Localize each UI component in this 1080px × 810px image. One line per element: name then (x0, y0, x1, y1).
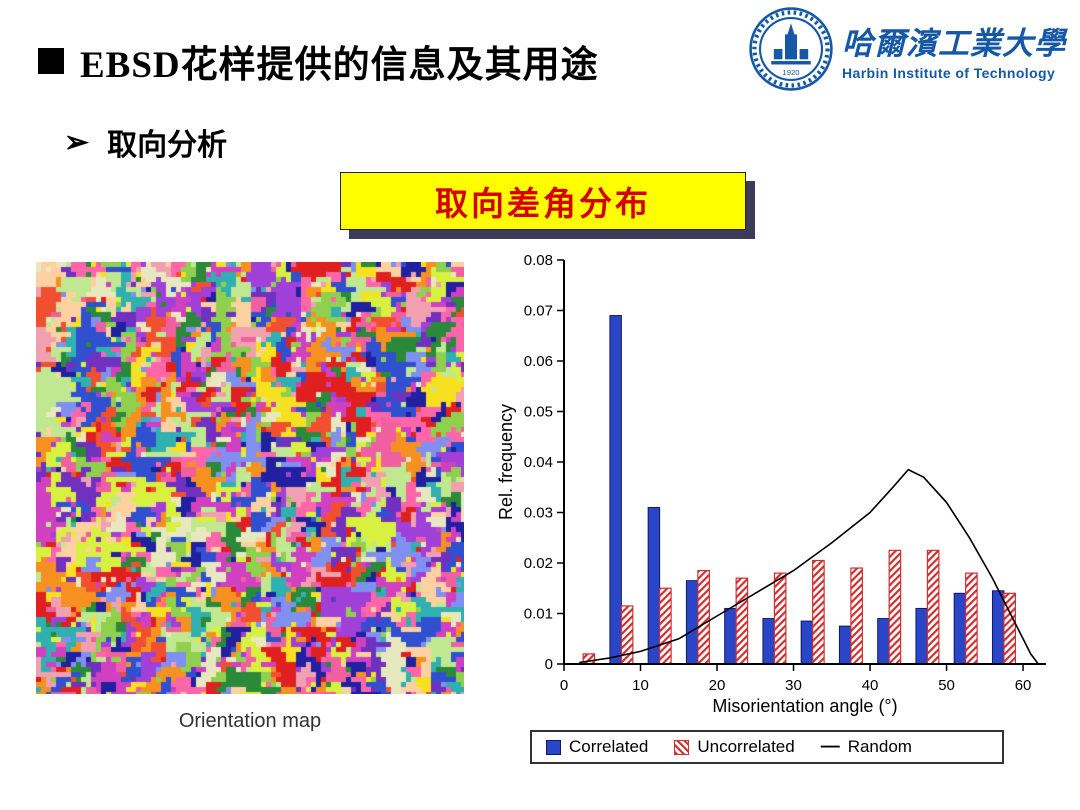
random-line-swatch-icon: — (820, 736, 840, 757)
logo-text: 哈爾濱工業大學 Harbin Institute of Technology (842, 18, 1066, 81)
slide-header: EBSD花样提供的信息及其用途 (38, 34, 599, 88)
legend-item-uncorrelated: Uncorrelated (674, 737, 795, 757)
legend-item-correlated: Correlated (546, 737, 648, 757)
square-bullet-icon (38, 48, 64, 74)
legend-label-uncorrelated: Uncorrelated (697, 737, 795, 756)
svg-text:0.06: 0.06 (524, 353, 553, 370)
slide-title: EBSD花样提供的信息及其用途 (80, 45, 599, 86)
logo-cn-name: 哈爾濱工業大學 (842, 25, 1066, 61)
hit-logo: 1920 哈爾濱工業大學 Harbin Institute of Technol… (748, 6, 1066, 92)
misorientation-chart: 0 0.01 0.02 0.03 0.04 0.05 0.06 0.07 0.08 0 10 20 30… (496, 252, 1046, 716)
svg-text:0.02: 0.02 (524, 555, 553, 572)
orientation-map-caption: Orientation map (178, 710, 322, 732)
svg-text:0: 0 (545, 656, 553, 673)
svg-text:60: 60 (1015, 677, 1032, 694)
svg-text:40: 40 (862, 677, 879, 694)
svg-text:Rel. frequency: Rel. frequency (496, 404, 516, 520)
hit-emblem-icon: 1920 (749, 7, 833, 91)
uncorrelated-swatch-icon (674, 739, 690, 755)
emblem-year: 1920 (782, 68, 799, 77)
legend-item-random: — Random (821, 736, 912, 758)
logo-en-name: Harbin Institute of Technology (842, 64, 1056, 81)
orientation-map-figure: Orientation map (36, 262, 464, 733)
banner: 取向差角分布 (340, 172, 746, 230)
svg-text:50: 50 (938, 677, 955, 694)
svg-text:0.05: 0.05 (524, 404, 553, 421)
svg-text:Misorientation angle (°): Misorientation angle (°) (712, 696, 897, 716)
legend-label-random: Random (847, 737, 912, 756)
svg-text:0: 0 (560, 677, 568, 694)
svg-text:0.01: 0.01 (524, 606, 553, 623)
subtitle-row: ➢ 取向分析 (64, 120, 227, 164)
chart-legend: Correlated Uncorrelated — Random (530, 730, 1004, 764)
svg-text:30: 30 (785, 677, 802, 694)
correlated-swatch-icon (546, 739, 561, 755)
svg-text:0.03: 0.03 (524, 505, 553, 522)
arrow-bullet-icon: ➢ (64, 125, 90, 159)
svg-text:0.08: 0.08 (524, 252, 553, 269)
svg-text:0.04: 0.04 (524, 454, 553, 471)
legend-label-correlated: Correlated (569, 737, 649, 756)
orientation-map-image (36, 262, 464, 694)
svg-text:0.07: 0.07 (524, 303, 553, 320)
subtitle: 取向分析 (107, 129, 228, 162)
svg-text:10: 10 (632, 677, 649, 694)
svg-text:20: 20 (709, 677, 726, 694)
